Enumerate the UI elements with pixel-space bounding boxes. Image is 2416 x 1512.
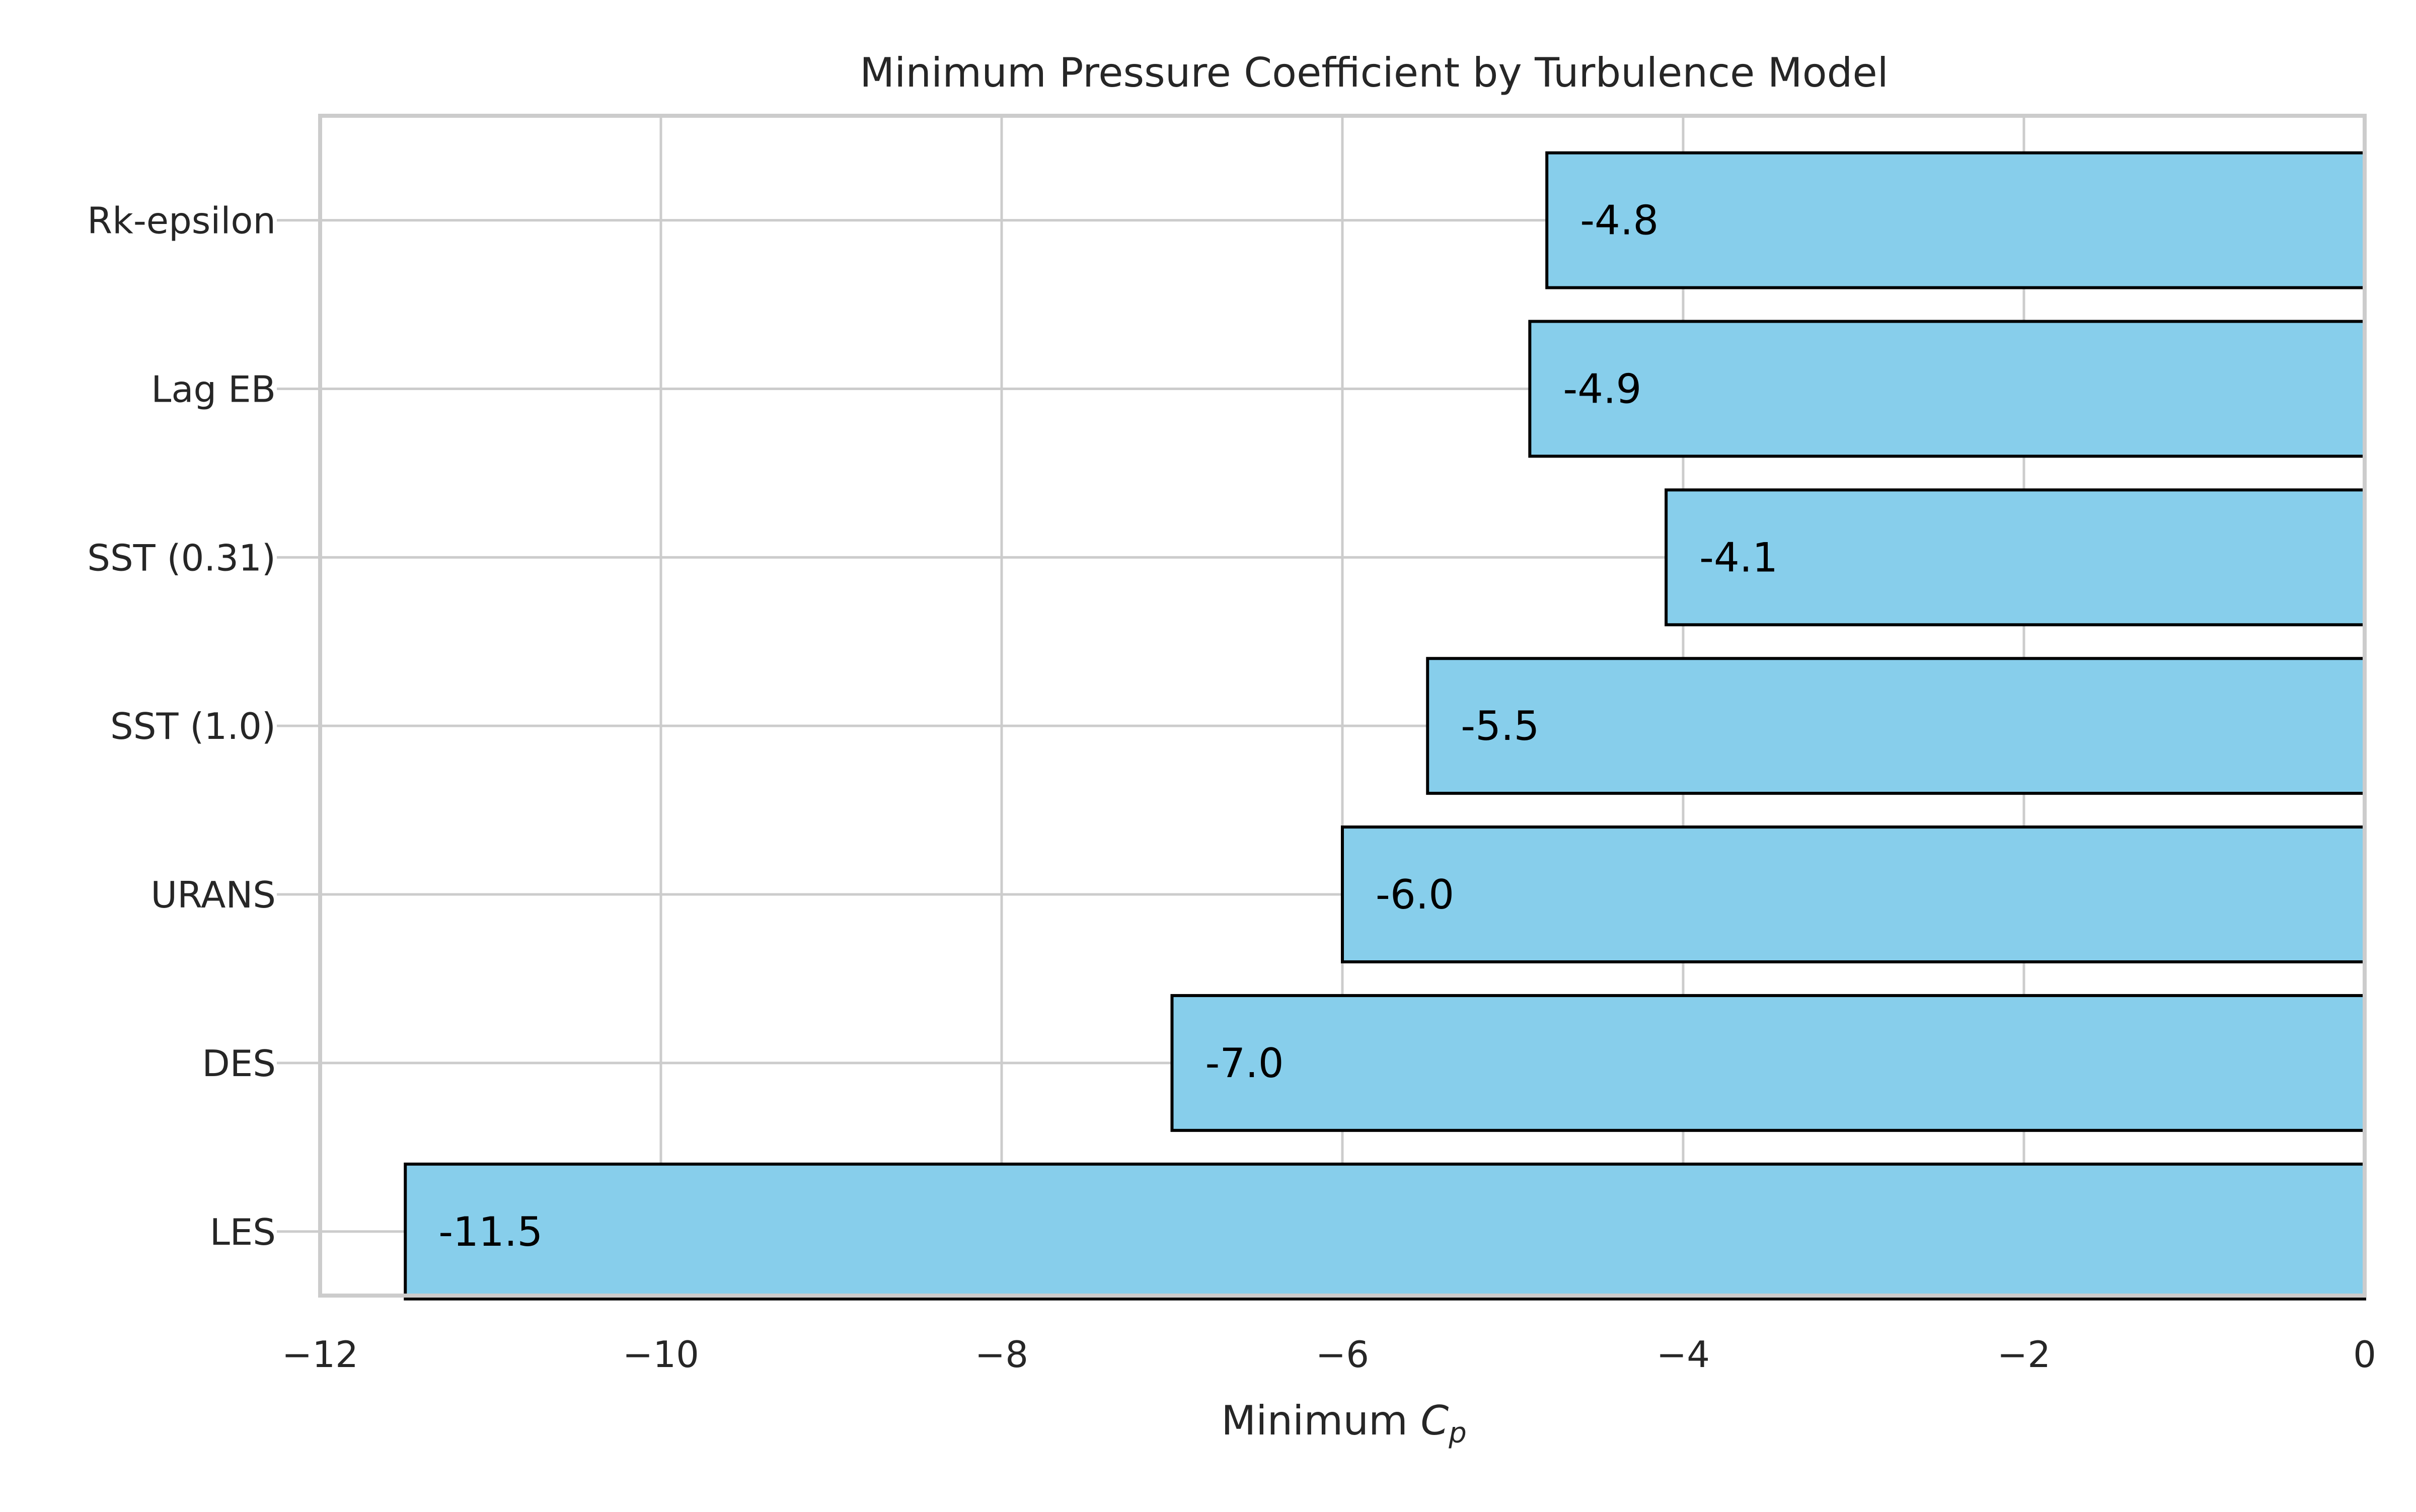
y-tick-label: SST (0.31) xyxy=(87,537,276,579)
bar-rk-epsilon xyxy=(1545,151,2366,289)
bar-des xyxy=(1170,994,2366,1132)
y-tick-label: Rk-epsilon xyxy=(87,200,276,242)
bars-layer xyxy=(404,151,2367,1301)
bar-data-label: -4.9 xyxy=(1563,365,1641,412)
bar-les xyxy=(404,1162,2366,1301)
bar-lag-eb xyxy=(1528,320,2367,458)
bar-data-label: -11.5 xyxy=(438,1208,543,1255)
x-tick-label: −2 xyxy=(1997,1333,2051,1376)
y-tick-label: DES xyxy=(202,1042,276,1085)
x-tick-label: −10 xyxy=(623,1333,699,1376)
bar-sst-1-0 xyxy=(1426,657,2366,795)
x-tick-label: −6 xyxy=(1316,1333,1369,1376)
x-tick-label: −12 xyxy=(282,1333,358,1376)
bar-data-label: -6.0 xyxy=(1376,871,1454,918)
y-tick-label: Lag EB xyxy=(151,368,276,410)
x-tick-label: −8 xyxy=(975,1333,1028,1376)
chart-title: Minimum Pressure Coefficient by Turbulen… xyxy=(860,49,1889,96)
x-axis-label-subscript: p xyxy=(1448,1417,1467,1450)
x-axis-label-symbol: C xyxy=(1420,1397,1449,1444)
bar-data-label: -4.8 xyxy=(1580,197,1658,244)
y-tick-label: LES xyxy=(210,1211,276,1253)
y-tick-label: SST (1.0) xyxy=(110,705,276,747)
x-axis-label-prefix: Minimum xyxy=(1221,1397,1420,1444)
labels-layer: -11.5 -7.0 -6.0 -5.5 -4.1 -4.9 -4.8 xyxy=(438,197,1778,1255)
x-tick-label: 0 xyxy=(2353,1333,2376,1376)
bar-sst-0-31 xyxy=(1665,488,2366,627)
ticks-layer: −12 −10 −8 −6 −4 −2 0 LES DES URANS SST (1.0) SST (… xyxy=(87,200,2376,1376)
bar-data-label: -5.5 xyxy=(1461,703,1539,749)
frame-layer xyxy=(318,114,2367,1298)
y-tick-label: URANS xyxy=(150,874,276,916)
bar-urans xyxy=(1341,825,2366,963)
bar-data-label: -7.0 xyxy=(1205,1040,1284,1087)
x-tick-label: −4 xyxy=(1656,1333,1710,1376)
bar-data-label: -4.1 xyxy=(1699,534,1778,581)
x-axis-label: Minimum Cp xyxy=(1221,1397,1467,1450)
plot-frame xyxy=(318,114,2367,1298)
